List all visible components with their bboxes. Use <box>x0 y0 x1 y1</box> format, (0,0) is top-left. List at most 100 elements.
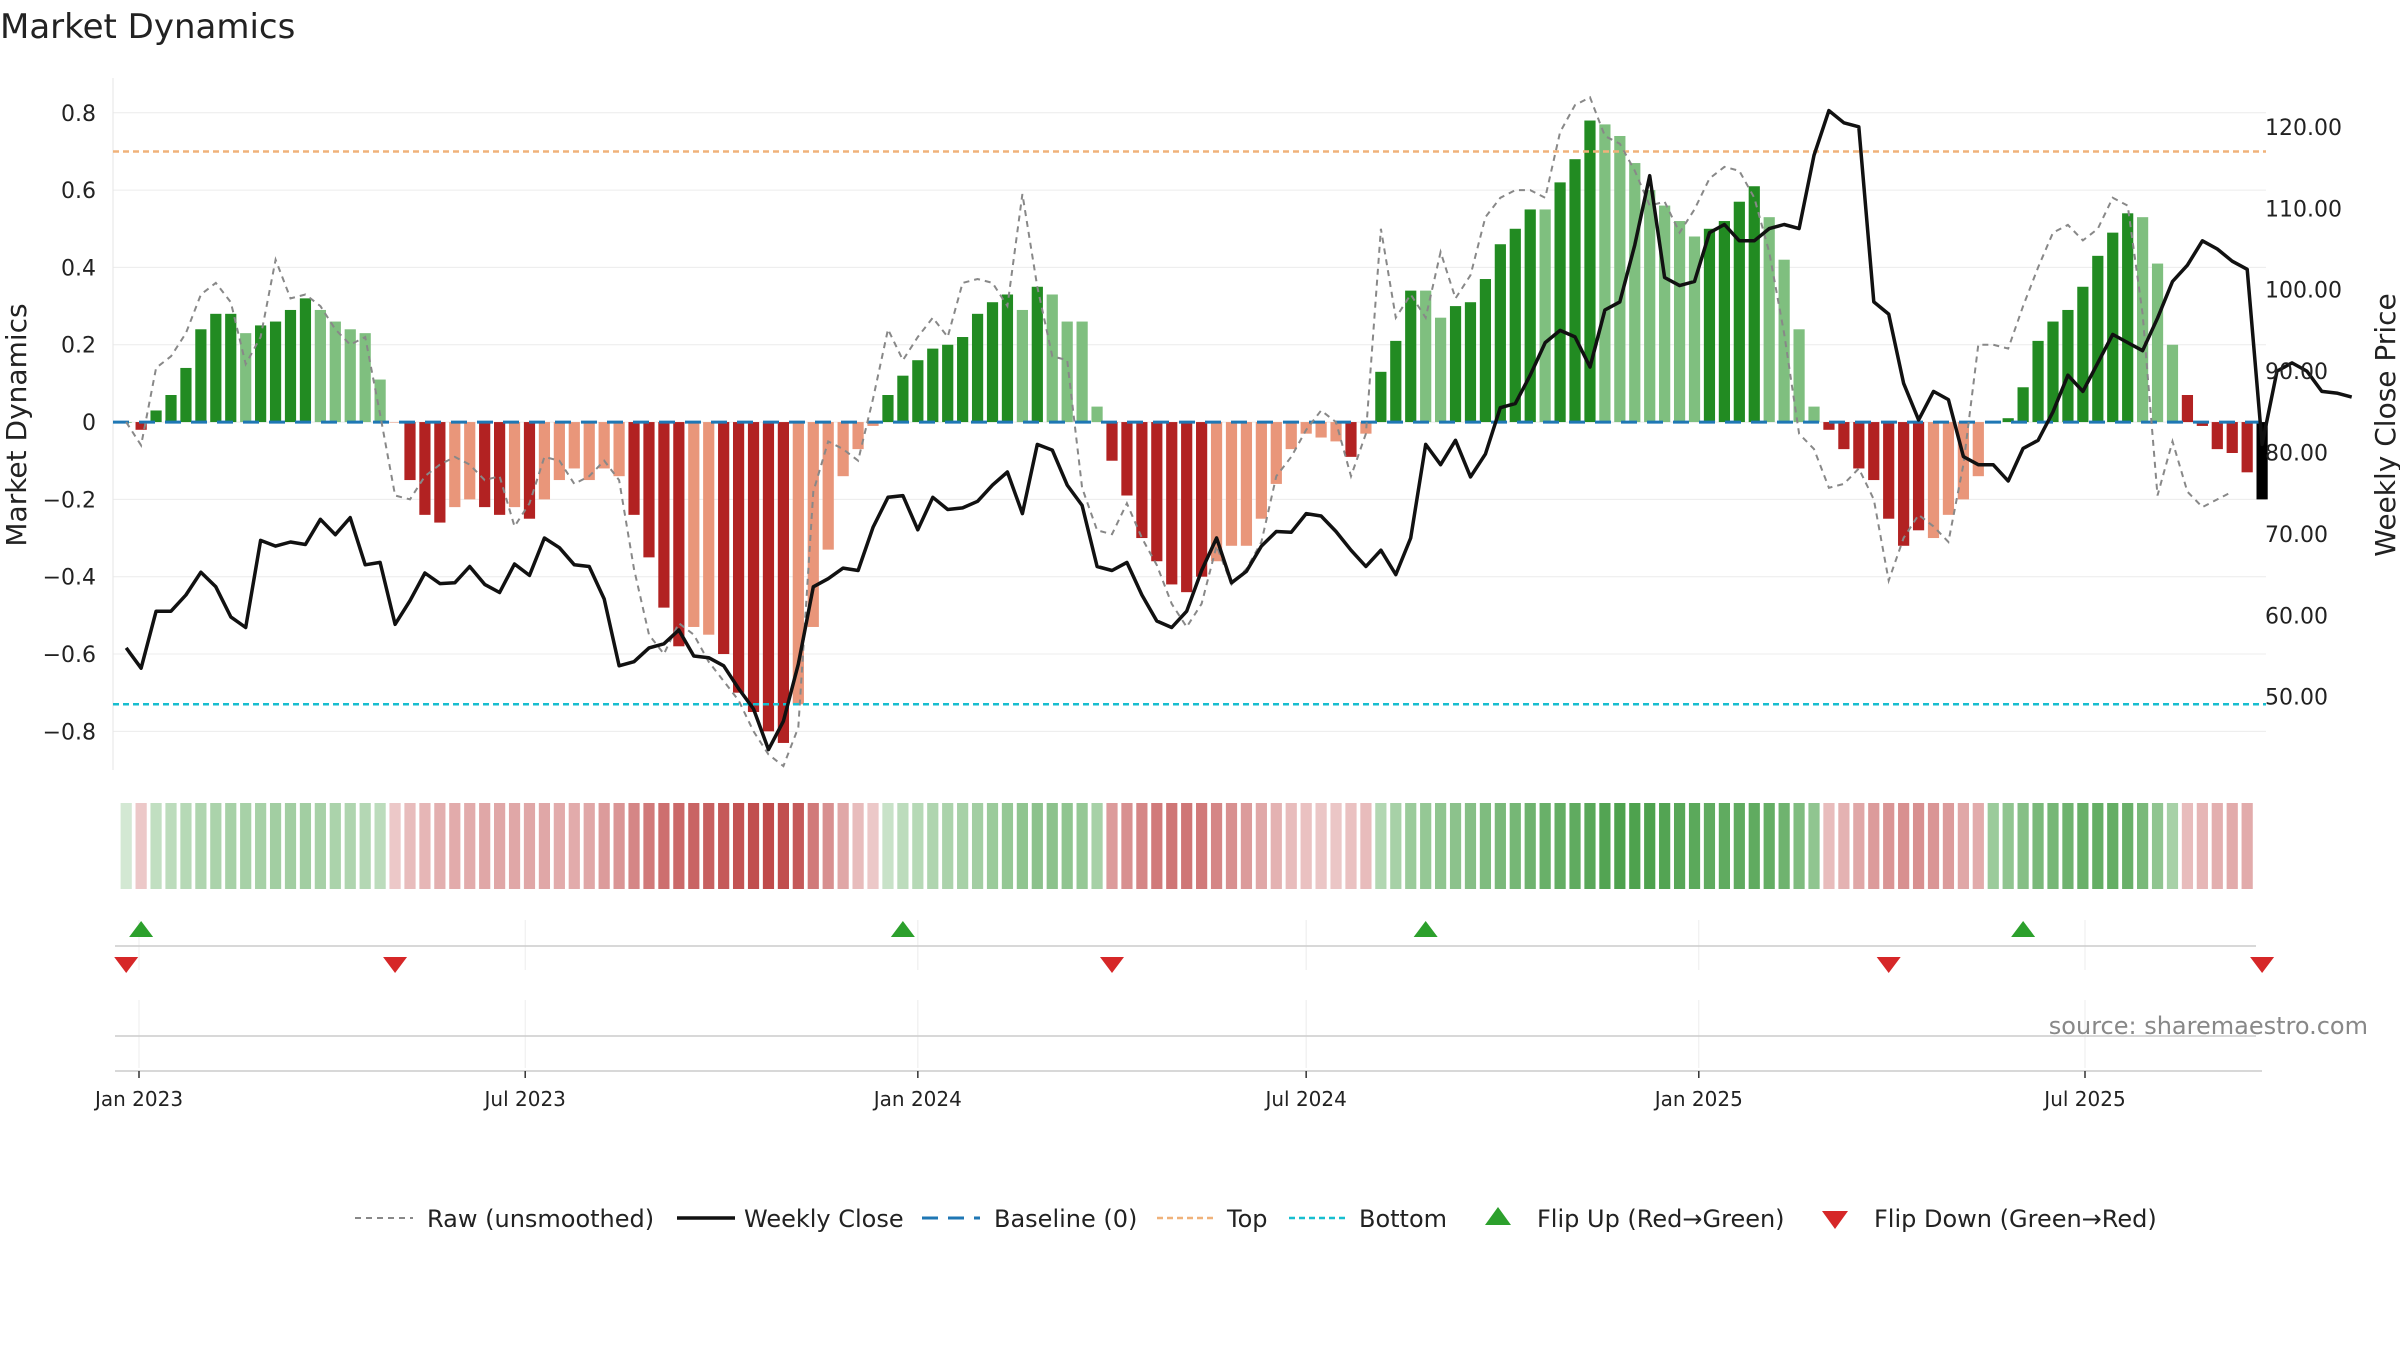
axis-ticks: 0.8 0.6 0.4 0.2 0 −0.2 −0.4 −0.6 −0.8 120.00 110.0… <box>43 102 2342 746</box>
dynamics-bar <box>299 298 312 423</box>
heat-strip-cell <box>1225 803 1238 889</box>
heat-strip-cell <box>479 803 491 889</box>
heat-strip-cell <box>1375 803 1387 889</box>
heat-strip-cell <box>240 803 252 889</box>
heat-strip-cell <box>1614 803 1626 889</box>
dynamics-bar <box>598 422 610 469</box>
heat-strip-cell <box>1270 803 1282 889</box>
dynamics-bar <box>1554 182 1566 423</box>
flip-up-marker-icon <box>129 921 154 937</box>
dynamics-bar <box>1240 422 1253 546</box>
dynamics-bar <box>1225 422 1238 546</box>
heat-strip-cell <box>912 803 924 889</box>
dynamics-bar <box>135 422 147 430</box>
dynamics-bar <box>2181 395 2194 423</box>
heat-strip-cell <box>1479 803 1492 889</box>
heat-strip-cell <box>732 803 745 889</box>
dynamics-bar <box>1300 422 1312 434</box>
heat-strip-cell <box>2196 803 2208 889</box>
dynamics-bar <box>1210 422 1223 562</box>
dynamics-bar <box>1136 422 1148 539</box>
heat-strip-cell <box>1793 803 1805 889</box>
heat-strip-cell <box>1076 803 1088 889</box>
y-tick-label: 0.8 <box>61 102 96 127</box>
heat-strip-cell <box>434 803 446 889</box>
heat-strip-cell <box>897 803 909 889</box>
heat-strip-cell <box>404 803 416 889</box>
heat-strip-cell <box>2062 803 2074 889</box>
heat-strip-cell <box>1883 803 1895 889</box>
heat-strip-cell <box>389 803 401 889</box>
heat-strip-cell <box>1196 803 1208 889</box>
heat-strip-cell <box>508 803 521 889</box>
flip-down-marker-icon <box>383 957 408 973</box>
heat-strip-cell <box>1151 803 1163 889</box>
dynamics-bar <box>1106 422 1118 461</box>
heat-strip-cell <box>1673 803 1686 889</box>
heat-strip-cell <box>628 803 640 889</box>
dynamics-bar <box>1375 371 1387 423</box>
dynamics-bar <box>762 422 775 732</box>
y-tick-label: −0.8 <box>43 720 96 745</box>
heat-strip-cell <box>1016 803 1028 889</box>
dynamics-bar <box>792 422 804 705</box>
heat-strip-cell <box>2181 803 2194 889</box>
heat-strip-cell <box>1823 803 1835 889</box>
legend-baseline-label: Baseline (0) <box>994 1205 1137 1233</box>
dynamics-bar <box>523 422 536 519</box>
legend-flip-up-icon <box>1485 1207 1511 1225</box>
dynamics-bar <box>1584 120 1596 423</box>
heat-strip-cell <box>1659 803 1671 889</box>
dynamics-bar <box>613 422 625 477</box>
dynamics-bar <box>1823 422 1835 430</box>
dynamics-bar <box>1629 163 1641 423</box>
heat-strip-cell <box>1853 803 1865 889</box>
heat-strip-cell <box>971 803 984 889</box>
x-tick-label: Jul 2023 <box>483 1087 566 1111</box>
dynamics-bar <box>867 422 879 426</box>
heat-strip-cell <box>2077 803 2089 889</box>
dynamics-bar <box>479 422 491 508</box>
dynamics-bar <box>1390 340 1402 423</box>
heat-strip-cell <box>583 803 595 889</box>
heat-strip-cell <box>2151 803 2164 889</box>
y-tick-label: −0.6 <box>43 643 96 668</box>
heat-strip-cell <box>1912 803 1925 889</box>
heat-strip-cell <box>1181 803 1193 889</box>
dynamics-bar <box>732 422 745 693</box>
heat-strip-cell <box>792 803 804 889</box>
heat-strip-cell <box>374 803 386 889</box>
dynamics-bar <box>1614 135 1626 423</box>
heat-strip-cell <box>643 803 655 889</box>
heat-strip-cell <box>2211 803 2223 889</box>
y2-tick-label: 60.00 <box>2265 604 2328 629</box>
dynamics-bar <box>1091 406 1103 423</box>
legend-top-label: Top <box>1226 1205 1268 1233</box>
dynamics-bar <box>195 329 207 423</box>
flip-down-marker-icon <box>114 957 139 973</box>
dynamics-bar <box>1420 290 1432 423</box>
dynamics-bar <box>2256 422 2268 500</box>
heat-strip-cell <box>150 803 162 889</box>
dynamics-bar <box>389 422 401 423</box>
dynamics-bar <box>1599 124 1611 423</box>
heat-strip-cell <box>1345 803 1357 889</box>
heat-strip-cell <box>1061 803 1073 889</box>
dynamics-bar <box>1733 201 1745 423</box>
heat-strip-cell <box>1838 803 1850 889</box>
dynamics-bar <box>344 329 356 423</box>
dynamics-bar <box>1434 317 1447 423</box>
heat-strip-cell <box>1688 803 1701 889</box>
heat-strip-cell <box>1763 803 1775 889</box>
dynamics-bar <box>2107 232 2119 423</box>
heat-strip-cell <box>2002 803 2014 889</box>
heat-strip-cell <box>1136 803 1148 889</box>
dynamics-bar <box>1927 422 1940 539</box>
heat-strip-cell <box>852 803 864 889</box>
dynamics-bar <box>2241 422 2253 473</box>
heat-strip-cell <box>777 803 790 889</box>
y-tick-label: 0 <box>82 411 96 436</box>
dynamics-bar <box>1644 190 1656 423</box>
dynamics-bar <box>1748 186 1760 423</box>
heat-strip-cell <box>1644 803 1656 889</box>
